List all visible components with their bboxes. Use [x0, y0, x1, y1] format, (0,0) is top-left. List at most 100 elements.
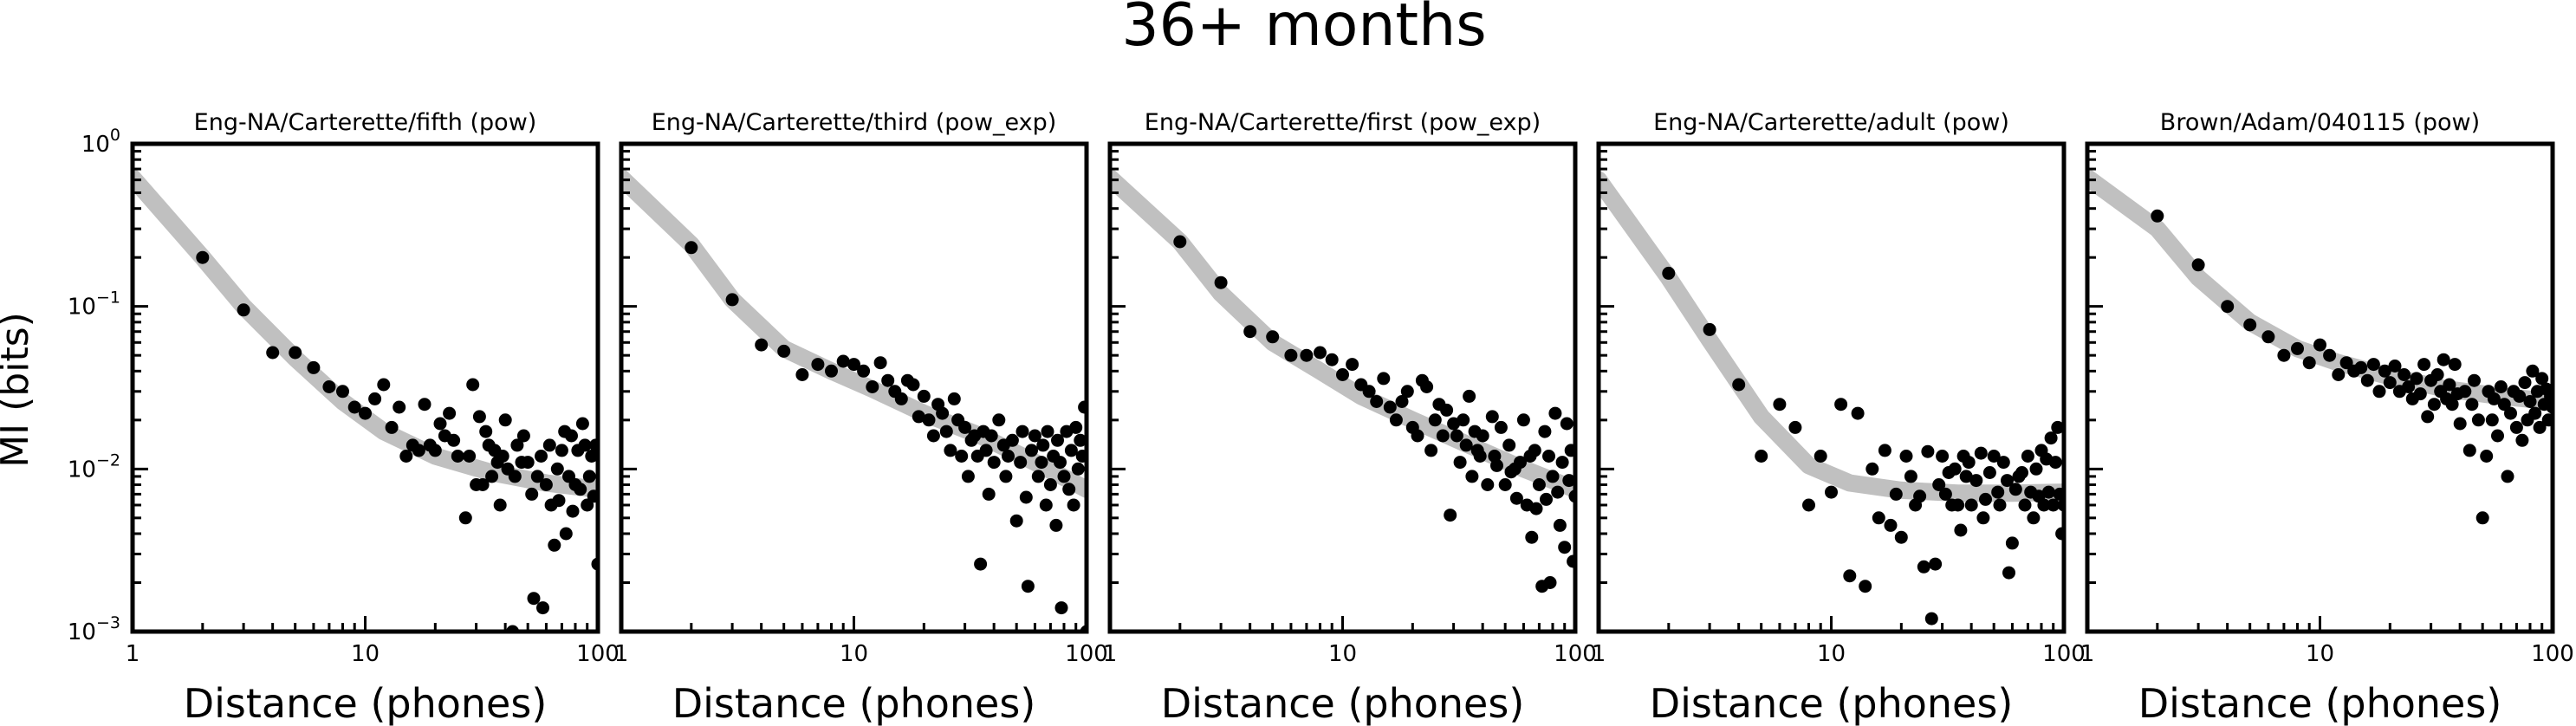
data-point: [1948, 462, 1962, 476]
data-point: [936, 406, 950, 420]
data-point: [1465, 470, 1479, 483]
data-point: [1014, 456, 1028, 470]
data-point: [1463, 389, 1476, 403]
data-point: [836, 354, 850, 368]
data-point: [496, 450, 509, 463]
data-point: [347, 400, 361, 414]
data-point: [2388, 360, 2402, 373]
data-point: [958, 420, 972, 434]
data-point: [1558, 541, 1572, 554]
data-point: [1383, 400, 1397, 414]
data-point: [2360, 373, 2374, 387]
data-point: [1400, 385, 1414, 399]
data-point: [399, 450, 413, 463]
data-point: [498, 413, 512, 427]
data-point: [1314, 346, 1327, 360]
data-point: [1005, 433, 1019, 447]
plot-area: [1110, 169, 1575, 593]
data-point: [1498, 478, 1512, 491]
x-tick-label: 100: [2042, 641, 2086, 667]
x-tick-label: 1: [1592, 641, 1606, 667]
data-point: [1062, 483, 1076, 496]
panel-4: 1 10 100 Eng-NA/Carterette/adult (pow) Dista…: [1592, 109, 2086, 726]
data-point: [1476, 429, 1489, 443]
data-point: [2533, 420, 2547, 434]
data-point: [1266, 330, 1280, 344]
data-point: [1039, 498, 1053, 512]
data-point: [2427, 398, 2441, 412]
data-point: [2354, 360, 2368, 374]
data-point: [2332, 368, 2346, 381]
data-point: [2468, 373, 2481, 387]
data-point: [1834, 398, 1848, 412]
data-point: [2541, 413, 2553, 427]
figure-ylabel: MI (bits): [0, 312, 37, 468]
y-tick-exponent: 0: [110, 126, 120, 145]
data-point: [1954, 523, 1968, 537]
data-point: [1543, 576, 1557, 589]
data-point: [755, 338, 769, 352]
data-point: [2378, 364, 2391, 378]
data-point: [1494, 420, 1508, 434]
data-point: [777, 344, 791, 358]
data-point: [974, 557, 988, 571]
data-point: [1389, 413, 1403, 427]
data-point: [2021, 450, 2034, 463]
data-point: [1041, 425, 1054, 438]
data-point: [1031, 470, 1045, 483]
data-point: [1424, 444, 1438, 457]
data-point: [1067, 498, 1080, 512]
data-point: [1362, 385, 1376, 399]
data-point: [1481, 478, 1495, 491]
data-point: [1516, 413, 1530, 427]
y-tick-exponent: −1: [96, 288, 120, 308]
data-point: [1049, 518, 1063, 532]
data-point: [2448, 358, 2462, 372]
panels-group: 1 10 10010010−110−210−3Eng-NA/Carterette/f…: [68, 109, 2574, 726]
data-point: [1551, 485, 1565, 499]
data-point: [1917, 560, 1930, 574]
data-point: [917, 389, 931, 403]
data-point: [873, 356, 887, 370]
data-point: [1884, 518, 1898, 532]
x-axis-label: Distance (phones): [672, 680, 1036, 726]
data-point: [527, 592, 541, 606]
data-point: [2151, 209, 2164, 223]
data-point: [1043, 478, 1057, 491]
data-point: [377, 378, 391, 392]
data-point: [2501, 470, 2514, 483]
x-tick-label: 10: [1328, 641, 1357, 667]
data-point: [1509, 491, 1523, 505]
data-point: [2535, 372, 2549, 386]
data-point: [2047, 498, 2060, 512]
data-point: [2487, 392, 2501, 405]
y-tick-label: 10−2: [68, 451, 120, 483]
data-point: [2313, 338, 2326, 352]
data-point: [479, 425, 493, 438]
data-point: [2526, 364, 2540, 378]
data-point: [987, 456, 1001, 470]
x-tick-label: 100: [1554, 641, 1597, 667]
data-point: [1021, 580, 1035, 593]
data-point: [1243, 325, 1257, 339]
data-point: [2044, 431, 2058, 445]
data-point: [2515, 433, 2529, 447]
fit-curve: [2087, 169, 2553, 411]
data-point: [1453, 456, 1467, 470]
y-tick-label: 10−1: [68, 288, 120, 321]
data-point: [368, 392, 382, 405]
data-point: [1932, 478, 1946, 491]
data-point: [992, 413, 1006, 427]
data-point: [1325, 353, 1339, 366]
data-point: [1929, 557, 1943, 571]
data-point: [1546, 470, 1560, 483]
data-point: [2001, 474, 2014, 488]
data-point: [2491, 429, 2504, 443]
data-point: [2372, 385, 2386, 399]
data-point: [1542, 450, 1555, 463]
data-point: [516, 429, 530, 443]
x-tick-label: 100: [2531, 641, 2574, 667]
x-axis-label: Distance (phones): [1650, 680, 2014, 726]
x-tick-label: 100: [1065, 641, 1108, 667]
data-point: [359, 406, 372, 420]
